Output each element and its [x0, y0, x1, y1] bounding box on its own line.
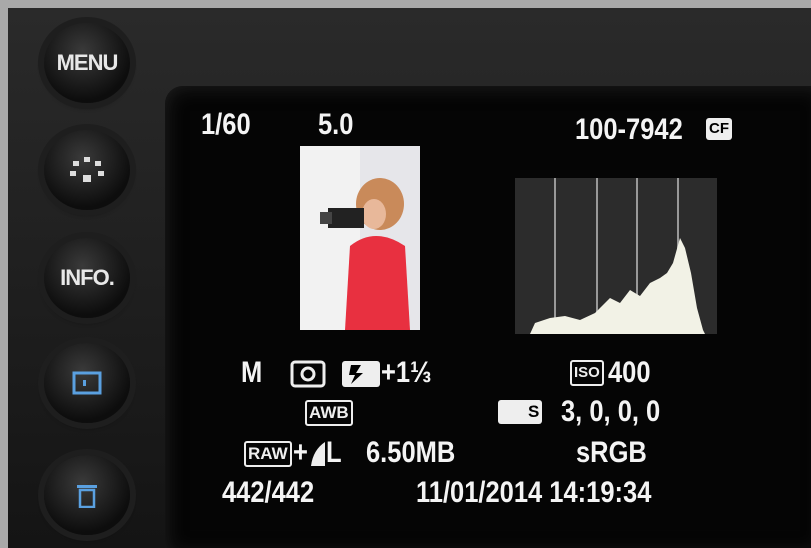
quality-plus: +: [293, 436, 308, 470]
picture-style: 3, 0, 0, 0: [561, 395, 660, 429]
delete-button[interactable]: [44, 455, 130, 535]
icon: [67, 155, 107, 185]
color-space: sRGB: [576, 436, 647, 470]
thumbnail: [300, 146, 420, 330]
button-label: MENU: [57, 50, 118, 76]
iso-icon: ISO: [570, 360, 604, 386]
camera-back: MENU INFO. 1/60 5.0 100-7942 CF M +1⅓ IS…: [8, 8, 811, 548]
icon: [72, 371, 102, 395]
info-button[interactable]: INFO.: [44, 238, 130, 318]
flash-compensation: +1⅓: [381, 356, 431, 390]
jpeg-quality-icon: [311, 442, 325, 466]
shooting-mode: M: [241, 356, 262, 390]
menu-button[interactable]: MENU: [44, 23, 130, 103]
image-count: 442/442: [222, 476, 314, 510]
histogram: [515, 178, 717, 334]
white-balance: AWB: [305, 400, 353, 426]
picture-style-icon: S: [498, 400, 542, 424]
page: MENU INFO. 1/60 5.0 100-7942 CF M +1⅓ IS…: [0, 0, 811, 548]
date-time: 11/01/2014 14:19:34: [416, 476, 651, 510]
button-label: INFO.: [60, 265, 114, 291]
icon: [76, 482, 98, 508]
raw-quality: RAW: [244, 441, 292, 467]
file-size: 6.50MB: [366, 436, 455, 470]
picture-style-button[interactable]: [44, 130, 130, 210]
playback-button[interactable]: [44, 343, 130, 423]
jpeg-quality: L: [326, 436, 342, 470]
metering-icon: [290, 360, 326, 388]
aperture: 5.0: [318, 108, 353, 142]
shutter-speed: 1/60: [201, 108, 251, 142]
file-number: 100-7942: [575, 113, 683, 147]
flash-comp-icon: [341, 360, 381, 388]
iso-value: 400: [608, 356, 651, 390]
card-icon: CF: [706, 118, 732, 140]
